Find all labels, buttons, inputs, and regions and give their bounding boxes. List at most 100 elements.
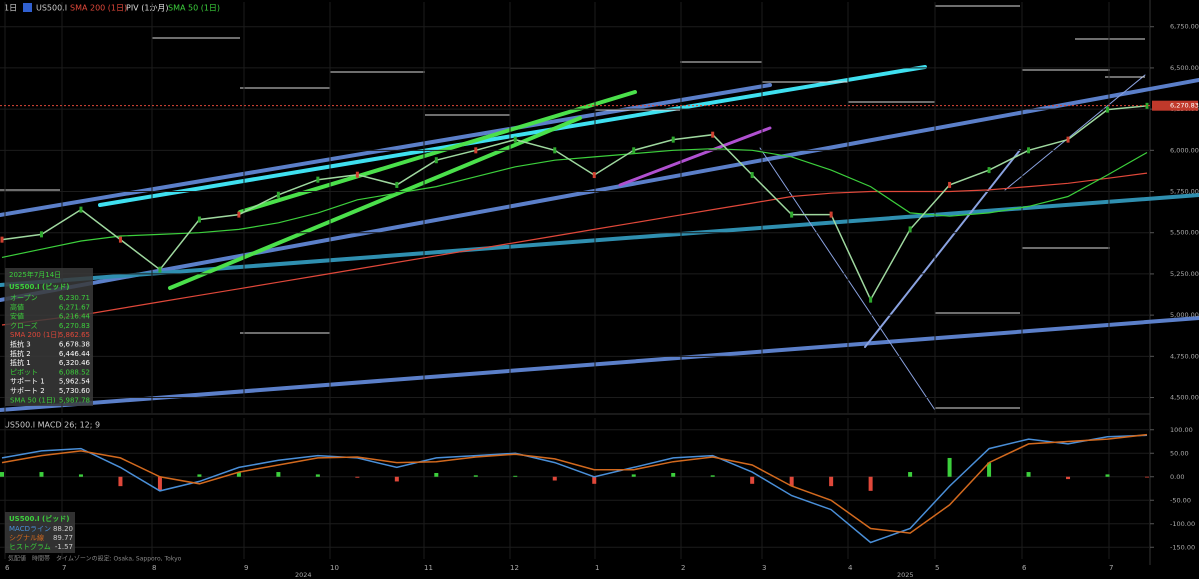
last-price-label: 6,270.83 [1170, 102, 1199, 110]
line-macd [1, 433, 1148, 534]
y-tick-label: -150.00 [1170, 543, 1195, 551]
price-point [1145, 102, 1149, 109]
y-tick-label: 5,250.00 [1170, 270, 1199, 278]
year-label: 2025 [897, 571, 914, 579]
info-value: 89.77 [53, 534, 73, 542]
price-point [276, 191, 280, 198]
legend-sma50: SMA 50 (1日) [168, 4, 220, 13]
info-label: MACDライン [9, 525, 51, 533]
info-label: サポート 1 [10, 378, 45, 386]
info-label: 高値 [10, 302, 24, 311]
macd-title: US500.I MACD 26; 12; 9 [4, 421, 100, 430]
price-point [158, 266, 162, 273]
histogram-bar [236, 472, 241, 477]
price-point [869, 296, 873, 303]
info-instrument: US500.I (ビッド) [9, 282, 69, 291]
info-label: 抵抗 2 [10, 349, 31, 358]
x-tick-label: 6 [5, 564, 10, 572]
info-value: 5,730.60 [59, 387, 90, 395]
histogram-bar [315, 474, 320, 477]
histogram-bar [1026, 472, 1031, 477]
price-point [829, 211, 833, 218]
legend-piv: PIV (1か月) [126, 4, 169, 13]
interval: 1日 [4, 4, 17, 13]
y-tick-label: 0.00 [1170, 473, 1184, 481]
line-sma [1, 172, 1148, 326]
legend-sma200: SMA 200 (1日) [70, 4, 127, 13]
histogram-bar [434, 472, 439, 477]
x-tick-label: 4 [848, 564, 853, 572]
histogram-bar [355, 476, 360, 478]
info-label: ヒストグラム [9, 542, 51, 551]
histogram-bar [276, 472, 281, 477]
price-point [197, 216, 201, 223]
price-point [987, 167, 991, 174]
info-label: 抵抗 1 [10, 358, 31, 367]
price-point [434, 157, 438, 164]
y-tick-label: 4,500.00 [1170, 394, 1199, 402]
info-value: 88.20 [53, 525, 73, 533]
y-tick-label: 6,750.00 [1170, 23, 1199, 31]
price-point [948, 181, 952, 188]
histogram-bar [118, 476, 123, 487]
histogram-bar [552, 476, 557, 481]
info-value: 6,678.38 [59, 341, 90, 349]
x-tick-label: 3 [762, 564, 766, 572]
price-point [474, 147, 478, 154]
histogram-bar [0, 472, 4, 477]
price-point [750, 172, 754, 179]
price-point [671, 136, 675, 143]
histogram-bar [868, 476, 873, 491]
info-label: 安値 [10, 312, 24, 321]
info-box [5, 268, 93, 406]
histogram-bar [789, 476, 794, 487]
histogram-bar [631, 474, 636, 477]
price-point [395, 181, 399, 188]
price-point [0, 236, 4, 243]
price-point [908, 226, 912, 233]
histogram-bar [39, 472, 44, 477]
price-point [790, 211, 794, 218]
y-tick-label: -100.00 [1170, 520, 1195, 528]
y-tick-label: 4,750.00 [1170, 352, 1199, 360]
info-value: 6,230.71 [59, 294, 90, 302]
info-value: 6,270.83 [59, 322, 90, 330]
price-point [355, 171, 359, 178]
y-tick-label: 50.00 [1170, 449, 1189, 457]
price-point [118, 236, 122, 243]
info-value: 6,446.44 [59, 350, 91, 358]
histogram-bar [592, 476, 597, 484]
info-label: 抵抗 3 [10, 340, 31, 349]
x-tick-label: 10 [330, 564, 339, 572]
x-tick-label: 6 [1022, 564, 1027, 572]
price-point [632, 147, 636, 154]
info-value: 6,271.67 [59, 303, 90, 311]
histogram-bar [197, 474, 202, 477]
histogram-bar [394, 476, 399, 482]
info-value: 6,216.44 [59, 313, 91, 321]
price-point [316, 176, 320, 183]
info-label: SMA 50 (1日) [10, 396, 56, 404]
price-point [1106, 106, 1110, 113]
y-tick-label: 5,500.00 [1170, 229, 1199, 237]
last-price-box [1152, 100, 1198, 111]
line-macd [1, 434, 1148, 544]
info-value: 5,987.78 [59, 396, 90, 404]
histogram-bar [1105, 474, 1110, 477]
info-label: サポート 2 [10, 387, 45, 395]
info-value: 6,320.46 [59, 359, 91, 367]
price-point [513, 136, 517, 143]
x-tick-label: 1 [595, 564, 599, 572]
y-tick-label: 6,500.00 [1170, 64, 1199, 72]
price-point [39, 231, 43, 238]
histogram-bar [671, 472, 676, 477]
y-tick-label: 6,000.00 [1170, 146, 1199, 154]
info-instrument: US500.I (ビッド) [9, 514, 69, 523]
price-point [237, 211, 241, 218]
footer: 気配値 時間帯 タイムゾーンの設定: Osaka, Sapporo, Tokyo [8, 555, 182, 563]
info-label: オープン [10, 294, 38, 302]
line-price [1, 105, 1148, 302]
x-tick-label: 5 [935, 564, 939, 572]
price-point [1027, 147, 1031, 154]
